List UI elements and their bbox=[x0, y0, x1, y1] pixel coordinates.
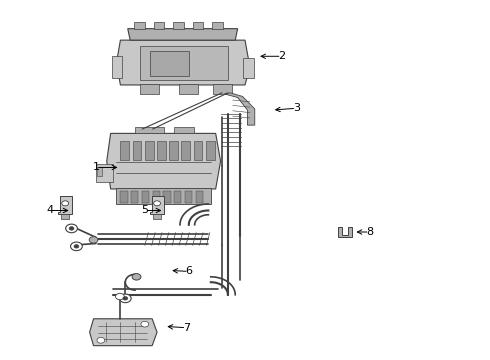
Polygon shape bbox=[107, 134, 220, 189]
Bar bbox=[157, 140, 166, 160]
Bar bbox=[61, 214, 69, 220]
Circle shape bbox=[74, 244, 79, 248]
Text: 4: 4 bbox=[46, 206, 53, 216]
Polygon shape bbox=[128, 29, 238, 40]
Circle shape bbox=[97, 337, 105, 343]
Polygon shape bbox=[117, 40, 250, 85]
Text: 3: 3 bbox=[293, 103, 300, 113]
Polygon shape bbox=[150, 196, 164, 214]
Bar bbox=[173, 22, 184, 29]
Circle shape bbox=[69, 226, 74, 230]
Circle shape bbox=[154, 201, 160, 206]
Bar bbox=[194, 140, 202, 160]
Bar bbox=[185, 191, 192, 203]
Circle shape bbox=[62, 201, 69, 206]
Bar bbox=[140, 45, 228, 80]
Bar bbox=[133, 140, 142, 160]
Text: 8: 8 bbox=[366, 227, 373, 237]
Polygon shape bbox=[224, 93, 255, 125]
Bar bbox=[174, 127, 194, 134]
Bar bbox=[206, 140, 215, 160]
Bar bbox=[140, 84, 159, 94]
Circle shape bbox=[116, 293, 124, 300]
Bar bbox=[134, 22, 145, 29]
Bar bbox=[145, 140, 154, 160]
Circle shape bbox=[71, 242, 82, 251]
Bar bbox=[131, 191, 139, 203]
Text: 5: 5 bbox=[141, 206, 148, 216]
Bar bbox=[153, 191, 160, 203]
Bar bbox=[97, 167, 102, 176]
Bar bbox=[150, 51, 189, 76]
Text: 2: 2 bbox=[278, 51, 285, 61]
Circle shape bbox=[66, 224, 77, 233]
Bar bbox=[121, 191, 128, 203]
Polygon shape bbox=[338, 226, 352, 237]
Polygon shape bbox=[58, 196, 72, 214]
Circle shape bbox=[132, 274, 141, 280]
Bar bbox=[181, 140, 190, 160]
Bar bbox=[196, 191, 203, 203]
Circle shape bbox=[89, 237, 98, 243]
Bar bbox=[96, 164, 113, 182]
Bar bbox=[153, 214, 161, 220]
Bar bbox=[169, 140, 178, 160]
Bar bbox=[243, 58, 254, 78]
Polygon shape bbox=[90, 319, 157, 346]
Bar bbox=[135, 127, 164, 134]
Text: 6: 6 bbox=[185, 266, 192, 276]
Bar bbox=[112, 56, 122, 78]
Bar bbox=[154, 22, 164, 29]
Bar bbox=[179, 84, 197, 94]
Circle shape bbox=[123, 297, 128, 300]
Text: 1: 1 bbox=[93, 162, 99, 172]
Bar bbox=[174, 191, 181, 203]
Bar bbox=[193, 22, 203, 29]
Bar bbox=[121, 140, 129, 160]
Bar bbox=[212, 22, 223, 29]
Bar bbox=[213, 84, 232, 94]
Circle shape bbox=[120, 294, 131, 303]
Bar bbox=[142, 191, 149, 203]
Text: 7: 7 bbox=[183, 323, 190, 333]
Circle shape bbox=[141, 321, 149, 327]
Bar bbox=[163, 191, 171, 203]
Bar bbox=[116, 188, 211, 204]
